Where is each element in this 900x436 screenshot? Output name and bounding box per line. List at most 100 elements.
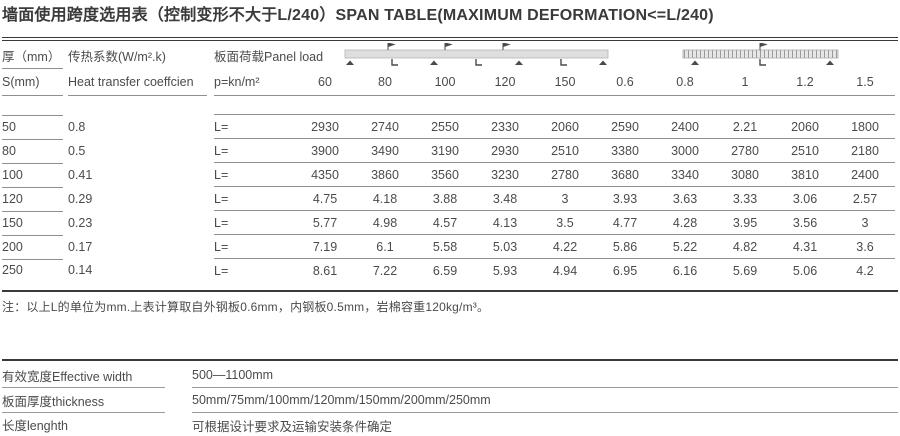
specs-value: 可根据设计要求及运输安装条件确定 (192, 419, 393, 434)
span-value-cell: 3.06 (775, 186, 835, 211)
span-table-body: 厚（mm） 传热系数(W/m².k) 板面荷载Panel load (2, 41, 895, 282)
l-equals-label: L= (214, 234, 295, 259)
span-value-cell: 3.6 (835, 234, 895, 259)
panel-load-header-unit: p=kn/m² (214, 69, 295, 96)
span-value-cell: 2400 (655, 114, 715, 139)
span-value-cell: 3 (835, 210, 895, 235)
span-value-cell: 3.93 (595, 186, 655, 211)
span-table: 厚（mm） 传热系数(W/m².k) 板面荷载Panel load (2, 41, 895, 282)
span-value-cell: 2780 (715, 138, 775, 163)
span-value-cell: 5.77 (295, 210, 355, 235)
span-value-cell: 2180 (835, 138, 895, 163)
load-column-header: 60 (295, 69, 355, 96)
load-column-header: 0.8 (655, 69, 715, 96)
specs-value: 500—1100mm (192, 363, 898, 388)
l-equals-label: L= (214, 210, 295, 235)
span-value-cell: 4.28 (655, 210, 715, 235)
footnote: 注：以上L的单位为mm.上表计算取自外钢板0.6mm，内钢板0.5mm，岩棉容重… (2, 300, 490, 314)
thickness-cell: 120 (2, 186, 68, 211)
specs-table: 有效宽度Effective width 500—1100mm 板面厚度thickne… (2, 363, 898, 436)
span-value-cell: 3.5 (535, 210, 595, 235)
load-column-header: 1.2 (775, 69, 835, 96)
header-spacer-row (2, 96, 895, 115)
heat-coefficient-cell: 0.41 (68, 167, 93, 182)
thickness-header-cn: 厚（mm） (2, 41, 68, 69)
specs-label: 有效宽度Effective width (2, 363, 192, 388)
span-value-cell: 3860 (355, 162, 415, 187)
span-value-cell: 2510 (775, 138, 835, 163)
l-equals-label: L= (214, 186, 295, 211)
span-value-cell: 3000 (655, 138, 715, 163)
coefficient-header-en: Heat transfer coeffcien (68, 69, 214, 96)
span-value-cell: 3 (535, 186, 595, 211)
specs-row: 长度lenghth 可根据设计要求及运输安装条件确定 (2, 413, 898, 436)
span-value-cell: 1800 (835, 114, 895, 139)
table-bottom-rule (2, 290, 898, 292)
thickness-cell: 250 (2, 258, 68, 282)
span-value-cell: 2930 (295, 114, 355, 139)
span-value-cell: 4350 (295, 162, 355, 187)
l-equals-label: L= (214, 138, 295, 163)
span-value-cell: 3080 (715, 162, 775, 187)
span-table-row: 120 0.29 L= 4.75 4.18 3.88 3.48 3 3.93 3.63 3.33 3.… (2, 186, 895, 211)
span-table-header-row-1: 厚（mm） 传热系数(W/m².k) 板面荷载Panel load (2, 41, 895, 69)
heat-coefficient-cell: 0.29 (68, 191, 93, 206)
spacer-cell (2, 96, 895, 115)
load-column-header: 1 (715, 69, 775, 96)
span-value-cell: 5.86 (595, 234, 655, 259)
heat-coefficient-cell: 0.17 (68, 239, 93, 254)
span-value-cell: 4.57 (415, 210, 475, 235)
heat-coefficient-cell: 0.23 (68, 215, 93, 230)
span-table-row: 50 0.8 L= 2930 2740 2550 2330 2060 2590 2400 2.21 2… (2, 114, 895, 139)
heat-coefficient-cell: 0.5 (68, 143, 86, 158)
span-value-cell: 2.21 (715, 114, 775, 139)
span-value-cell: 3380 (595, 138, 655, 163)
span-value-cell: 4.75 (295, 186, 355, 211)
span-value-cell: 7.19 (295, 234, 355, 259)
span-value-cell: 2060 (535, 114, 595, 139)
multi-span-panel-load-diagram (344, 43, 609, 66)
span-value-cell: 3680 (595, 162, 655, 187)
span-value-cell: 4.22 (535, 234, 595, 259)
span-value-cell: 6.59 (415, 258, 475, 282)
span-value-cell: 4.18 (355, 186, 415, 211)
span-value-cell: 6.16 (655, 258, 715, 282)
span-value-cell: 3.88 (415, 186, 475, 211)
span-value-cell: 2590 (595, 114, 655, 139)
span-value-cell: 6.95 (595, 258, 655, 282)
span-value-cell: 2740 (355, 114, 415, 139)
span-value-cell: 5.93 (475, 258, 535, 282)
span-value-cell: 2780 (535, 162, 595, 187)
span-value-cell: 5.69 (715, 258, 775, 282)
thickness-cell: 50 (2, 114, 68, 139)
span-value-cell: 5.22 (655, 234, 715, 259)
thickness-cell: 200 (2, 234, 68, 259)
span-value-cell: 2510 (535, 138, 595, 163)
l-equals-label: L= (214, 114, 295, 139)
span-value-cell: 4.77 (595, 210, 655, 235)
l-equals-label: L= (214, 258, 295, 282)
beam-diagrams (344, 43, 839, 66)
span-table-row: 100 0.41 L= 4350 3860 3560 3230 2780 3680 3340 308… (2, 162, 895, 187)
load-column-header: 120 (475, 69, 535, 96)
span-value-cell: 3.33 (715, 186, 775, 211)
thickness-cell: 150 (2, 210, 68, 235)
page-title: 墙面使用跨度选用表（控制变形不大于L/240）SPAN TABLE(MAXIMU… (2, 7, 714, 24)
specs-row: 有效宽度Effective width 500—1100mm (2, 363, 898, 388)
load-header-row: S(mm) Heat transfer coeffcien p=kn/m² 60… (2, 69, 895, 96)
span-value-cell: 2550 (415, 114, 475, 139)
span-value-cell: 2330 (475, 114, 535, 139)
span-value-cell: 3.48 (475, 186, 535, 211)
span-value-cell: 4.94 (535, 258, 595, 282)
diagram-cell (295, 41, 895, 69)
load-column-header: 80 (355, 69, 415, 96)
span-value-cell: 3900 (295, 138, 355, 163)
specs-top-rule (2, 359, 898, 361)
span-value-cell: 3190 (415, 138, 475, 163)
span-table-row: 200 0.17 L= 7.19 6.1 5.58 5.03 4.22 5.86 5.22 4.82… (2, 234, 895, 259)
span-value-cell: 3490 (355, 138, 415, 163)
load-column-header: 1.5 (835, 69, 895, 96)
span-value-cell: 2.57 (835, 186, 895, 211)
span-value-cell: 5.03 (475, 234, 535, 259)
span-value-cell: 3810 (775, 162, 835, 187)
